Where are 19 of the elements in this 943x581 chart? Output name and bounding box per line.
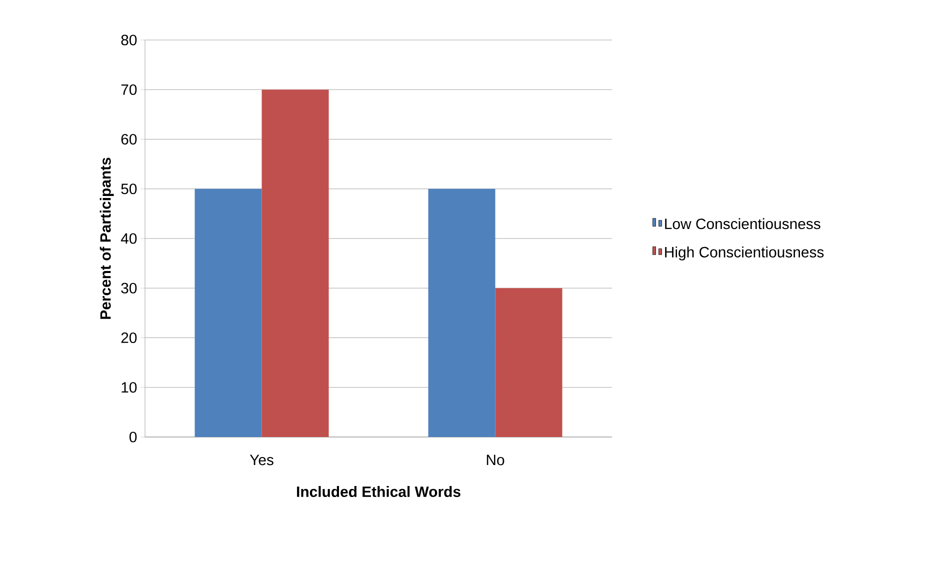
y-tick-label: 20 xyxy=(121,332,137,344)
y-axis-title: Percent of Participants xyxy=(100,158,114,319)
bar xyxy=(495,288,562,437)
y-tick-label: 50 xyxy=(121,184,137,194)
legend-label: Low Conscientiousness xyxy=(665,218,820,230)
y-tick-label: 80 xyxy=(121,34,137,46)
x-axis-title: Included Ethical Words xyxy=(297,486,460,498)
legend-label: High Conscientiousness xyxy=(665,246,824,260)
bar xyxy=(262,90,329,437)
y-tick-label: 70 xyxy=(121,84,137,95)
y-tick-label: 0 xyxy=(129,432,137,442)
bar xyxy=(428,188,496,437)
y-tick-label: 40 xyxy=(120,233,137,244)
bar xyxy=(194,188,262,437)
y-tick-label: 60 xyxy=(121,134,137,145)
x-tick-label: Yes xyxy=(250,454,274,466)
y-tick-label: 10 xyxy=(122,382,137,393)
y-tick-label: 30 xyxy=(121,282,137,294)
x-tick-label: No xyxy=(486,454,504,466)
